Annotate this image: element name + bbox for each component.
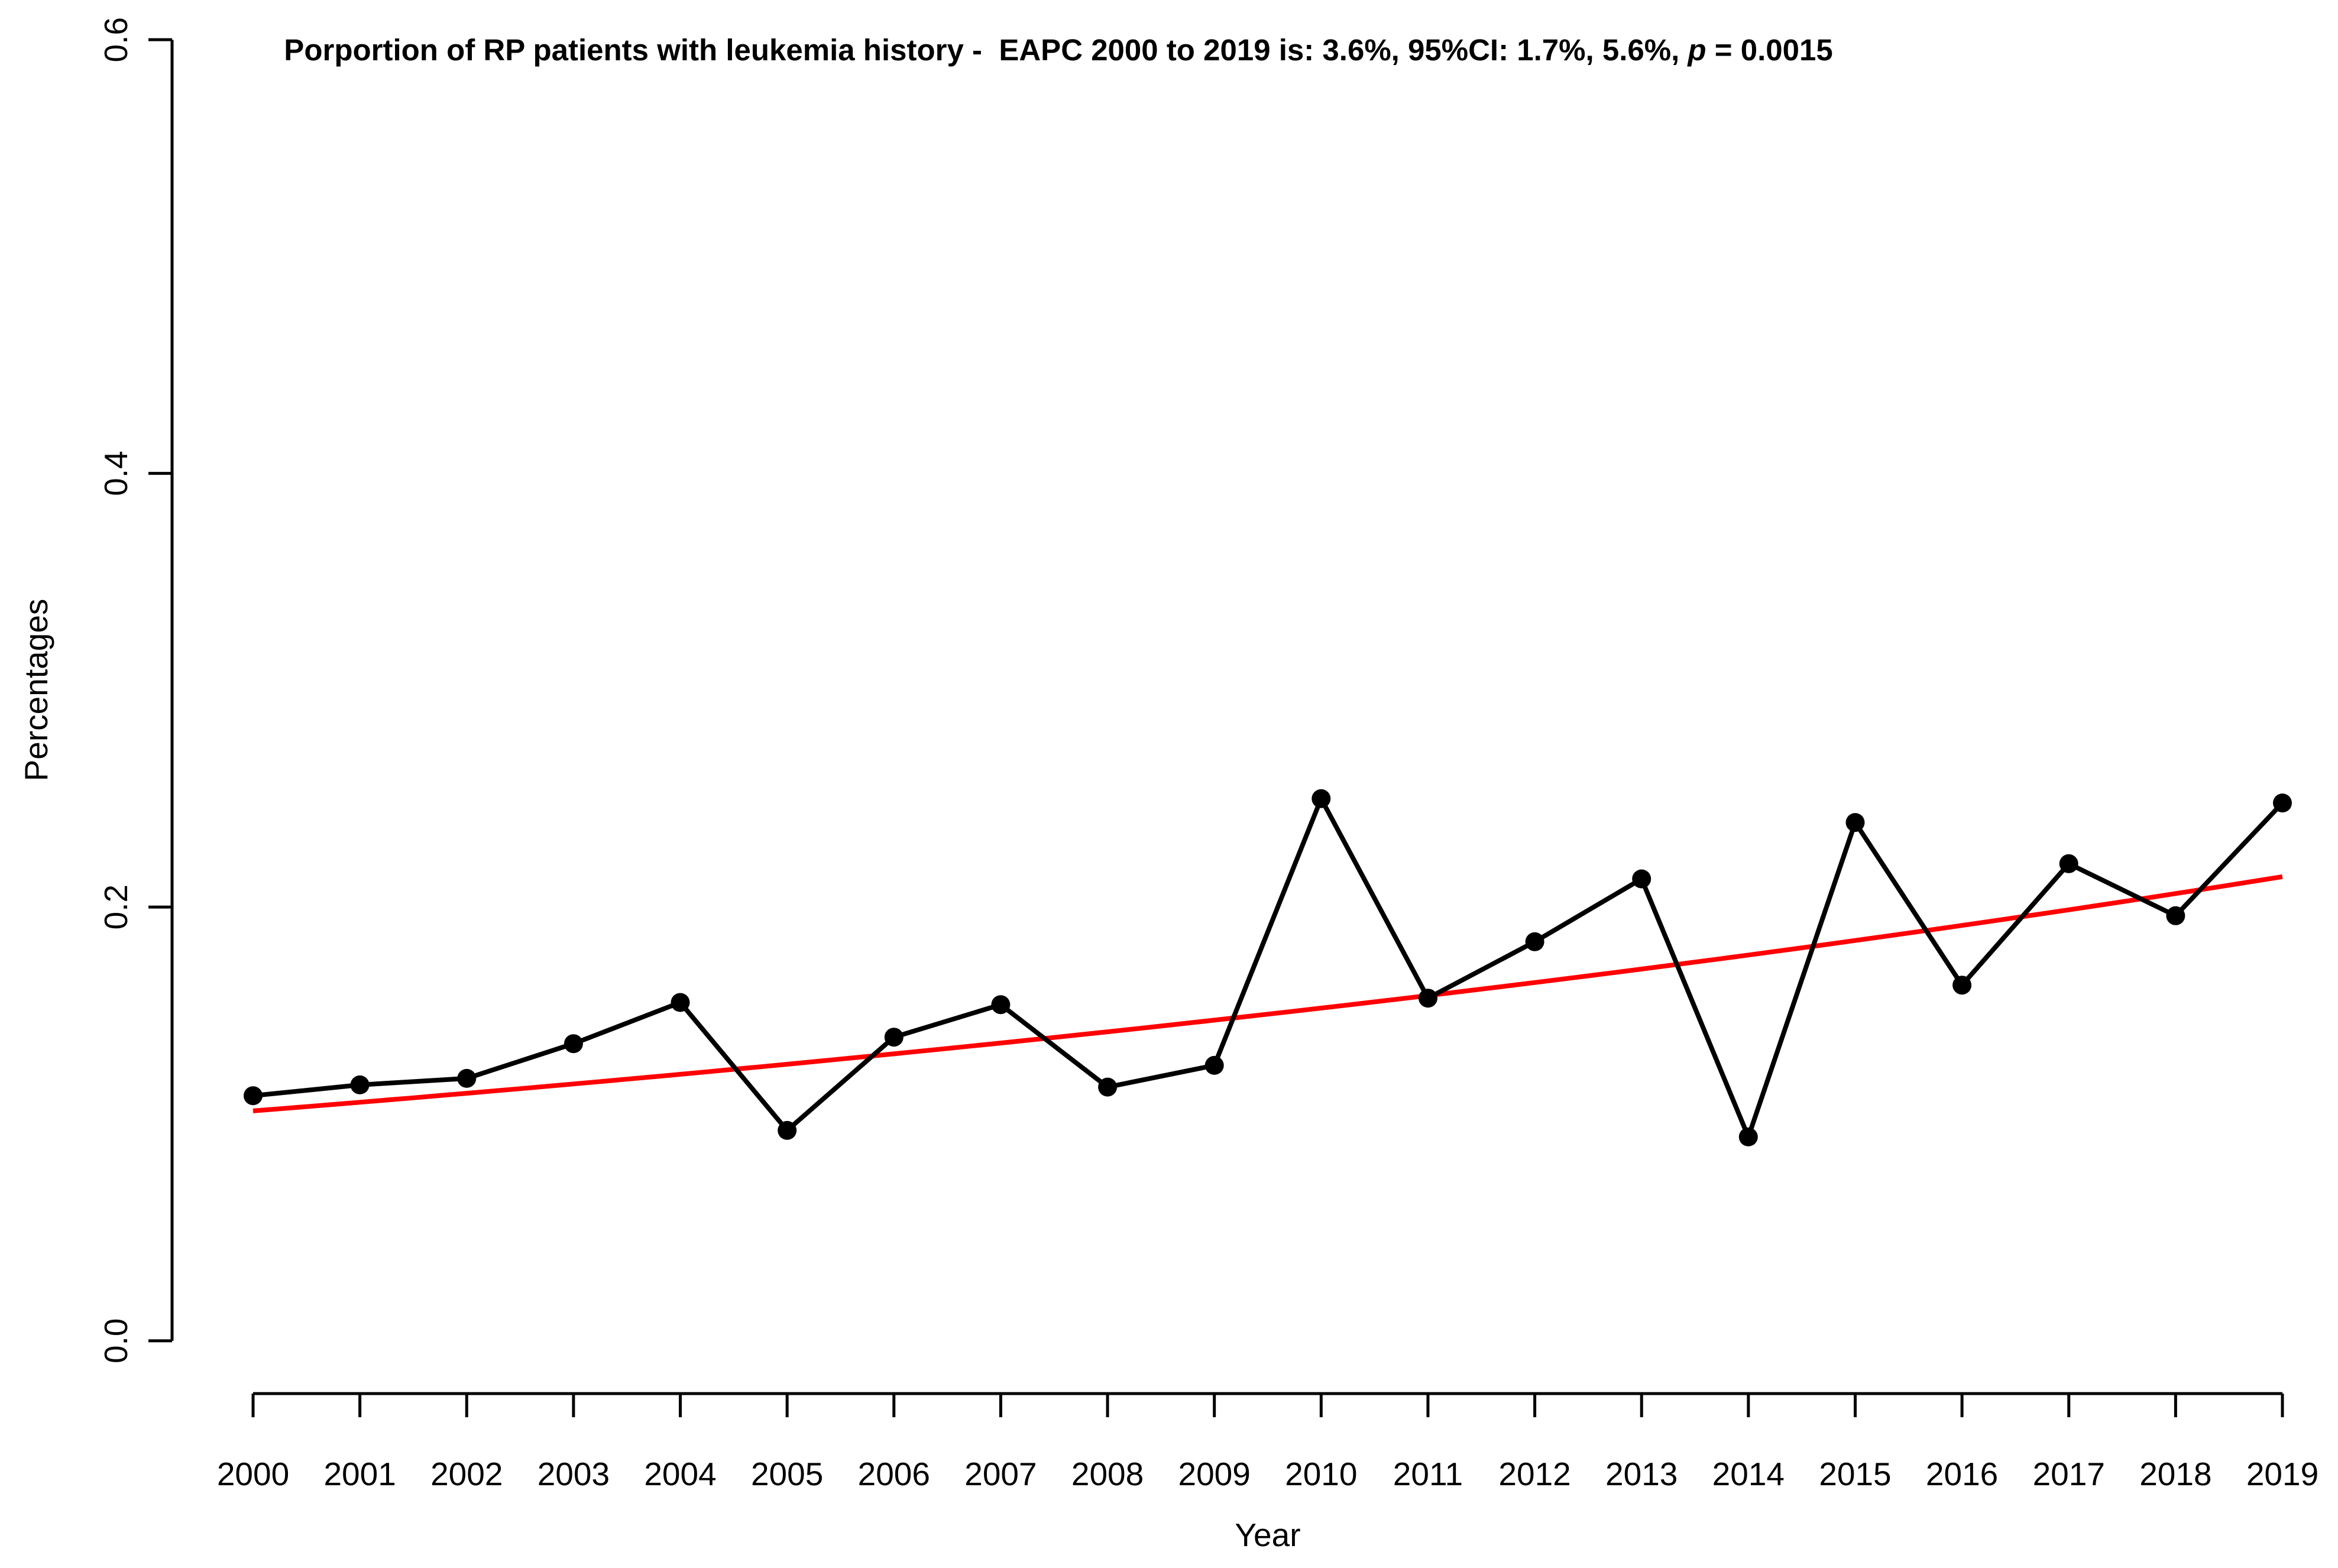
data-point [350,1075,370,1094]
x-tick-label: 2013 [1605,1456,1678,1492]
data-point [1312,789,1331,808]
y-tick-label: 0.4 [98,451,134,495]
data-point [2166,906,2185,925]
x-tick-label: 2009 [1178,1456,1251,1492]
y-tick-label: 0.2 [98,885,134,929]
y-tick-label: 0.6 [98,17,134,62]
x-tick-label: 2019 [2246,1456,2318,1492]
x-tick-label: 2012 [1498,1456,1570,1492]
x-tick-label: 2006 [858,1456,930,1492]
x-axis-ticks: 2000 2001 2002 2003 2004 2005 2006 2007 2008 2009… [217,1394,2318,1492]
data-point [1952,976,1972,995]
y-tick-label: 0.0 [98,1318,134,1363]
data-point [884,1028,904,1047]
data-point [1419,989,1437,1008]
chart-title-p-symbol: p [1686,33,1706,67]
x-tick-label: 2017 [2033,1456,2105,1492]
y-axis-ticks: 0.0 0.2 0.4 0.6 [98,17,172,1363]
x-tick-label: 2011 [1393,1456,1463,1492]
x-tick-label: 2004 [644,1456,716,1492]
x-axis-title: Year [1235,1517,1300,1553]
data-point [671,993,690,1012]
data-point [1632,869,1652,889]
data-point [244,1086,263,1106]
series-line [252,793,2284,1144]
data-point [1098,1077,1118,1097]
chart-title: Porportion of RP patients with leukemia … [284,33,1832,67]
x-tick-label: 2005 [751,1456,823,1492]
x-tick-label: 2014 [1712,1456,1785,1492]
data-point [1738,1127,1758,1146]
data-point [991,995,1011,1015]
data-series-layer [244,789,2292,1146]
data-point [457,1068,477,1088]
trend-line [252,874,2283,1113]
data-point [1525,932,1544,951]
x-tick-label: 2015 [1819,1456,1891,1492]
data-point [2273,793,2292,813]
data-point [1845,813,1865,832]
data-point [2059,854,2078,873]
y-axis-title: Percentages [18,599,54,782]
x-tick-label: 2016 [1926,1456,1998,1492]
chart-title-prefix: Porportion of RP patients with leukemia … [284,33,1688,67]
data-point [564,1034,583,1054]
x-tick-label: 2000 [217,1456,289,1492]
x-tick-label: 2008 [1071,1456,1144,1492]
data-point [778,1120,797,1140]
x-tick-label: 2003 [537,1456,610,1492]
chart-title-suffix: = 0.0015 [1706,33,1833,67]
x-tick-label: 2001 [323,1456,396,1492]
x-tick-label: 2007 [964,1456,1037,1492]
x-tick-label: 2002 [430,1456,503,1492]
x-tick-label: 2018 [2139,1456,2211,1492]
data-point [1204,1055,1224,1075]
x-tick-label: 2010 [1285,1456,1357,1492]
trend-line-layer [252,874,2283,1113]
